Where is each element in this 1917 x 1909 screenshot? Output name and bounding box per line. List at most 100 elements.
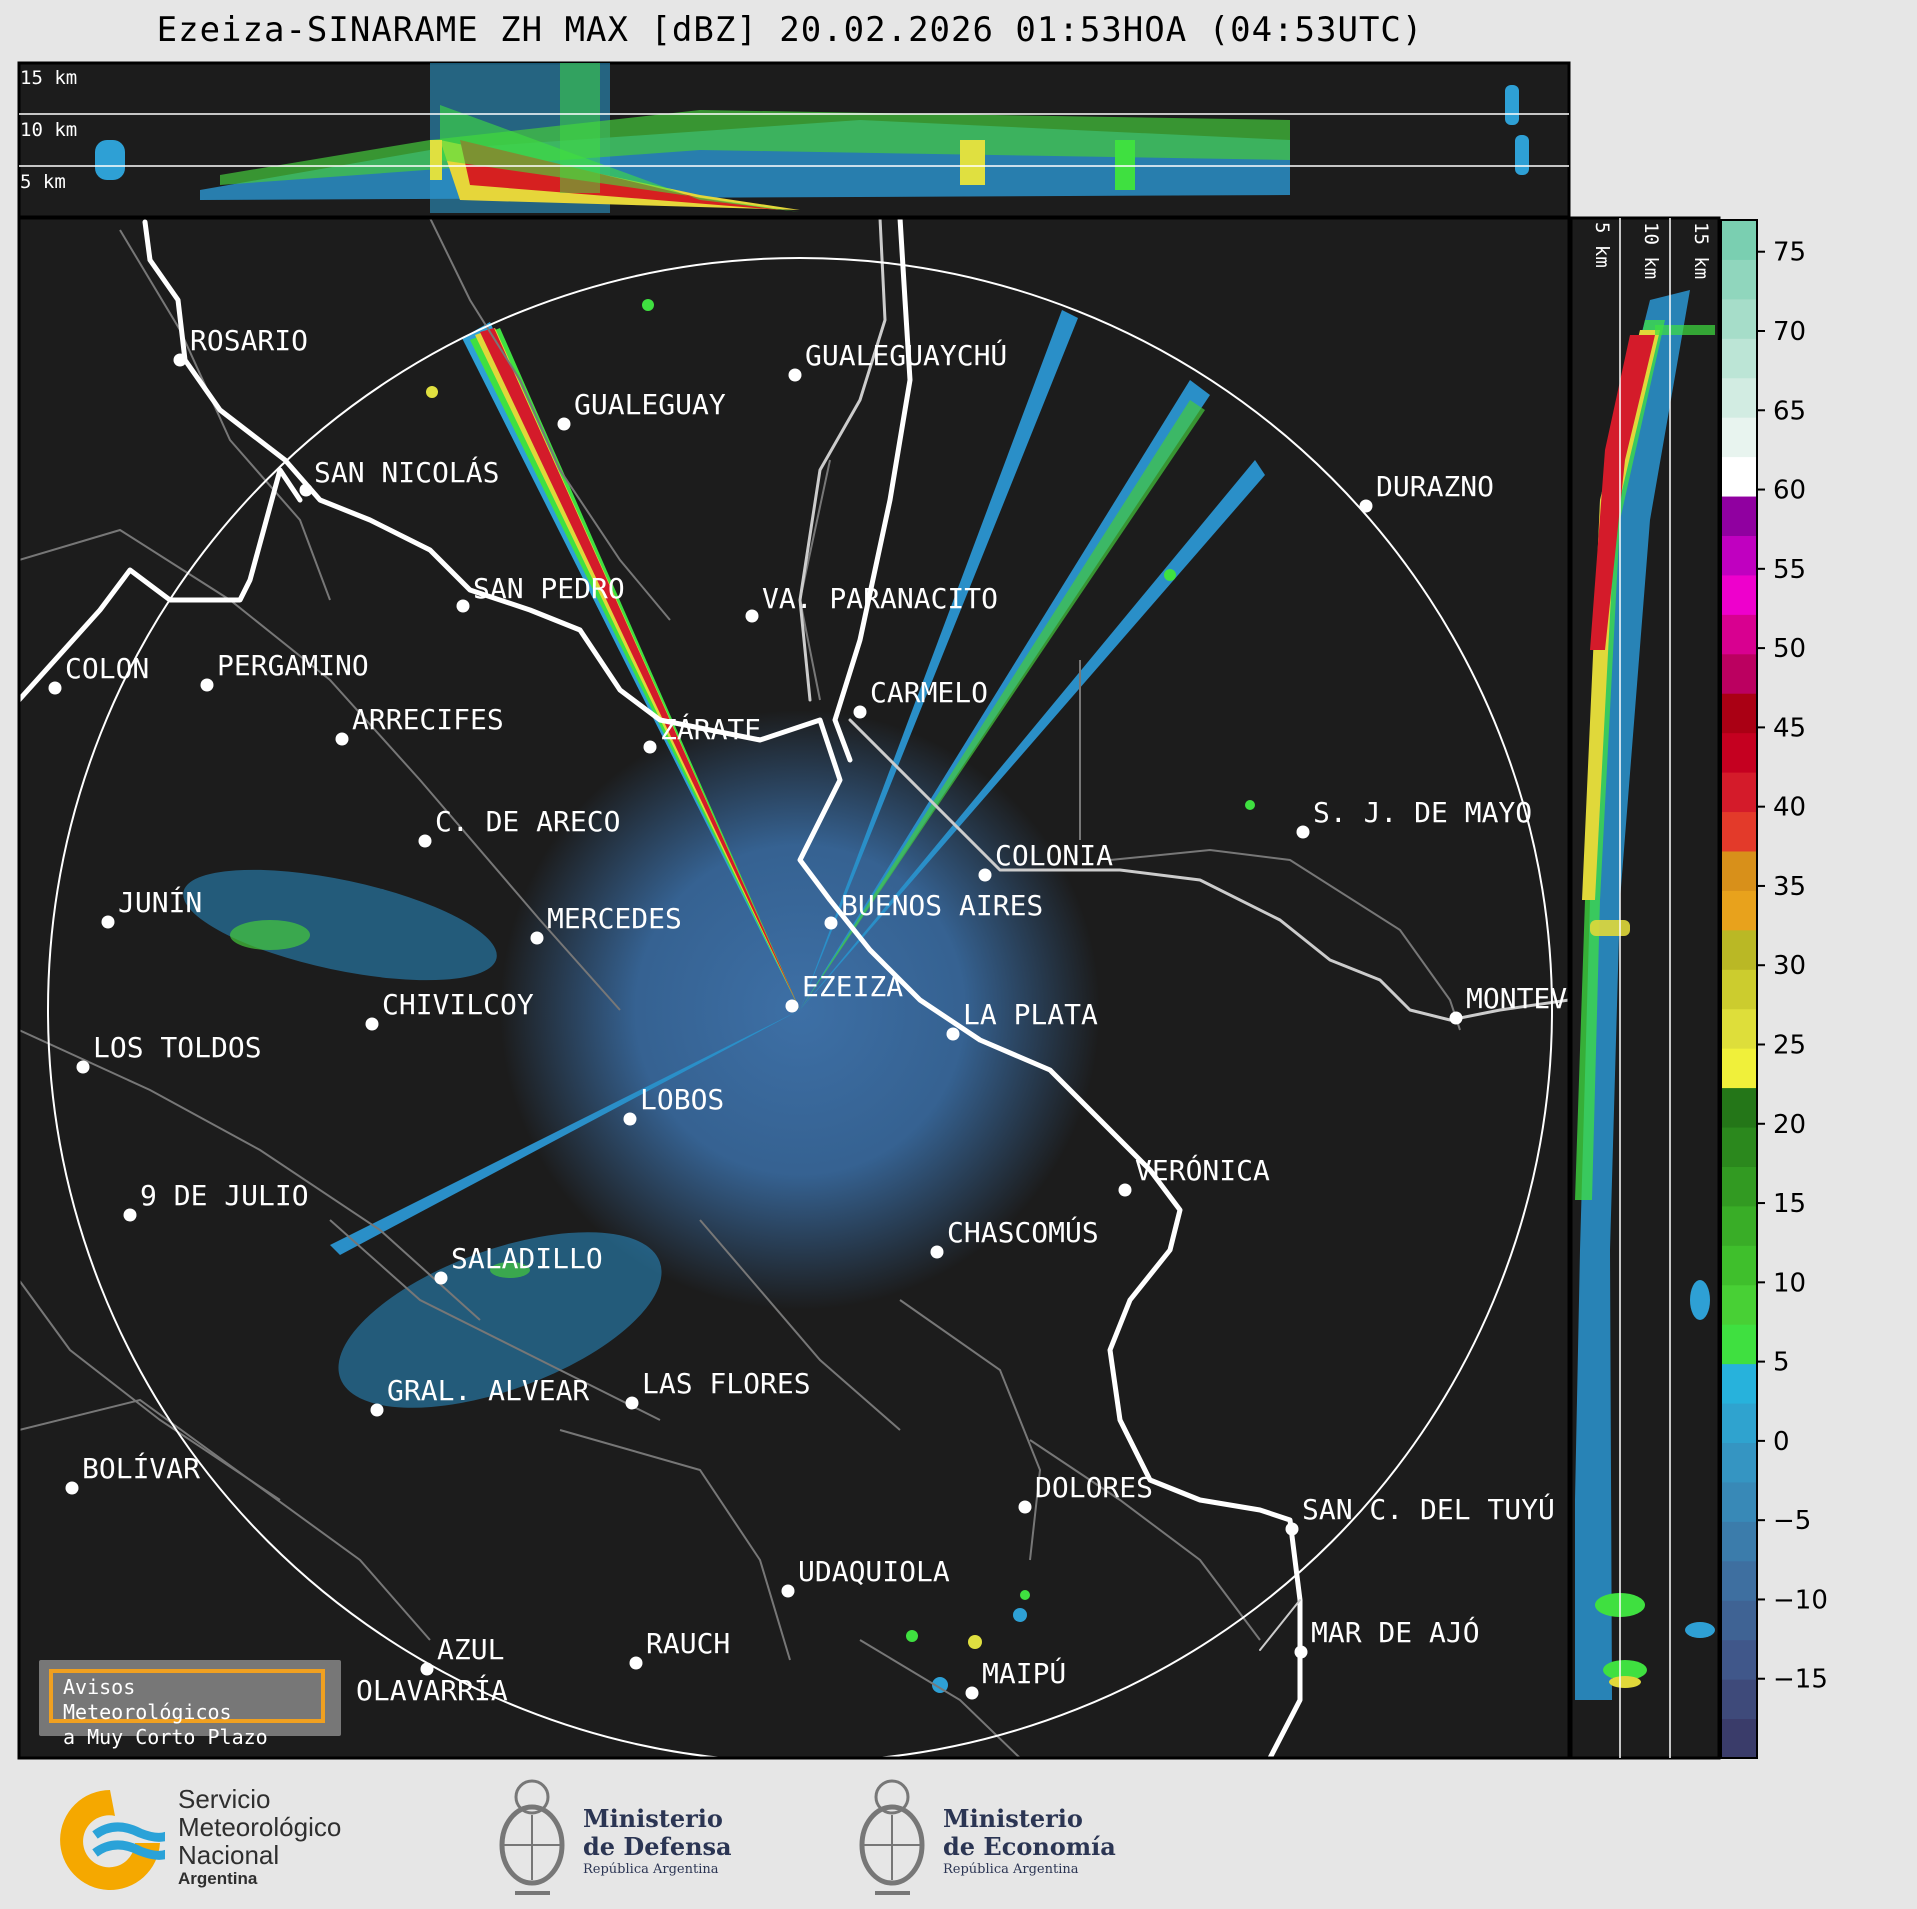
top-cross-section-panel: 15 km 10 km 5 km [17, 61, 1571, 219]
colorbar-tick-label: 30 [1773, 951, 1806, 981]
city-marker [365, 1017, 379, 1031]
colorbar-tick-label: −5 [1773, 1506, 1811, 1536]
city-chivilcoy: CHIVILCOY [365, 988, 534, 1031]
top-echo-profile [95, 63, 1529, 213]
city-label: SALADILLO [451, 1242, 603, 1275]
city-label: VERÓNICA [1135, 1153, 1270, 1187]
colorbar-tick-label: 20 [1773, 1110, 1806, 1140]
city-marker [1294, 1645, 1308, 1659]
colorbar-segment [1721, 969, 1757, 1010]
city-label: PERGAMINO [217, 649, 369, 682]
colorbar-tick-label: 60 [1773, 476, 1806, 506]
range-ring [47, 257, 1553, 1758]
smn-logo: Servicio Meteorológico Nacional Argentin… [55, 1765, 405, 1905]
colorbar-segment [1721, 1600, 1757, 1641]
city-label: MAR DE AJÓ [1311, 1615, 1480, 1649]
economia-line-2: de Economía [943, 1832, 1116, 1861]
colorbar-tick-label: 55 [1773, 555, 1806, 585]
city-9-de-julio: 9 DE JULIO [123, 1179, 309, 1222]
city-marker [434, 1271, 448, 1285]
side-label-15km: 15 km [1690, 222, 1712, 279]
city-marker [1449, 1011, 1463, 1025]
coast-river-lines [19, 218, 1569, 1758]
city-gualeguaychú: GUALEGUAYCHÚ [788, 338, 1007, 382]
city-marker [1285, 1522, 1299, 1536]
city-marker [785, 999, 799, 1013]
defensa-text: Ministerio de Defensa República Argentin… [583, 1805, 732, 1879]
map-panel: ROSARIO GUALEGUAYCHÚ GUALEGUAY SAN NICOLÁS D… [17, 216, 1571, 1760]
city-mar-de-ajó: MAR DE AJÓ [1294, 1615, 1480, 1659]
city-mercedes: MERCEDES [530, 902, 682, 945]
radar-figure: 15 km 10 km 5 km [17, 61, 1828, 1760]
colorbar-segment [1721, 811, 1757, 852]
smn-line-2: Meteorológico [178, 1812, 342, 1842]
city-va-paranacito: VA. PARANACITO [745, 582, 998, 623]
defensa-line-3: República Argentina [583, 1862, 719, 1877]
colorbar-segment [1721, 1521, 1757, 1562]
smn-emblem-icon [60, 1790, 165, 1890]
colorbar-segment [1721, 929, 1757, 970]
city-marker [65, 1481, 79, 1495]
city-azul: AZUL [420, 1633, 504, 1676]
city-bolívar: BOLÍVAR [65, 1451, 200, 1495]
map-title: Ezeiza-SINARAME ZH MAX [dBZ] 20.02.2026 … [156, 10, 1424, 50]
colorbar-tick-label: 0 [1773, 1427, 1790, 1457]
colorbar-segment [1721, 1560, 1757, 1601]
colorbar-tick-label: 70 [1773, 317, 1806, 347]
colorbar-segment [1721, 1363, 1757, 1404]
city-marker [420, 1662, 434, 1676]
colorbar-segment [1721, 338, 1757, 379]
city-label: RAUCH [646, 1627, 730, 1660]
colorbar-tick-label: 35 [1773, 872, 1806, 902]
colorbar-segment [1721, 1284, 1757, 1325]
city-label: COLONIA [995, 839, 1113, 872]
defensa-line-1: Ministerio [583, 1804, 723, 1833]
city-junín: JUNÍN [101, 885, 202, 929]
city-label: GRAL. ALVEAR [387, 1374, 589, 1407]
city-arrecifes: ARRECIFES [335, 703, 504, 746]
city-marker [930, 1245, 944, 1259]
colorbar-tick-label: 25 [1773, 1030, 1806, 1060]
city-marker [946, 1027, 960, 1041]
city-label: CARMELO [870, 676, 988, 709]
colorbar-segment [1721, 298, 1757, 339]
city-label: GUALEGUAY [574, 388, 726, 421]
colorbar-segment [1721, 377, 1757, 418]
city-rauch: RAUCH [629, 1627, 730, 1670]
colorbar-segment [1721, 417, 1757, 458]
notice-badge[interactable]: Avisos Meteorológicos a Muy Corto Plazo [39, 1660, 341, 1749]
colorbar-segment [1721, 1048, 1757, 1089]
city-la-plata: LA PLATA [946, 998, 1098, 1041]
colorbar-segment [1721, 1166, 1757, 1207]
city-marker [781, 1584, 795, 1598]
colorbar-segment [1721, 1442, 1757, 1483]
city-marker [853, 705, 867, 719]
colorbar-segment [1721, 772, 1757, 813]
boundary-lines [19, 218, 1461, 1758]
colorbar-tick-label: 10 [1773, 1268, 1806, 1298]
colorbar-segment [1721, 1324, 1757, 1365]
economia-logo: Ministerio de Economía República Argenti… [855, 1765, 1135, 1905]
colorbar-tick-label: 15 [1773, 1189, 1806, 1219]
radar-echoes [183, 299, 1265, 1693]
smn-text: Servicio Meteorológico Nacional Argentin… [178, 1785, 341, 1889]
colorbar-tick-label: 45 [1773, 713, 1806, 743]
city-label: SAN NICOLÁS [314, 455, 499, 489]
colorbar-segment [1721, 1679, 1757, 1720]
city-label: BUENOS AIRES [841, 889, 1043, 922]
city-label: EZEIZA [802, 970, 903, 1003]
city-marker [418, 834, 432, 848]
notice-line-1: Avisos Meteorológicos [63, 1675, 232, 1724]
city-zárate: ZÁRATE [643, 712, 761, 754]
city-ezeiza: EZEIZA [785, 970, 903, 1013]
economia-line-1: Ministerio [943, 1804, 1083, 1833]
colorbar-tick-label: 65 [1773, 396, 1806, 426]
side-echo-profile [1575, 290, 1715, 1700]
city-labels: ROSARIO GUALEGUAYCHÚ GUALEGUAY SAN NICOLÁS D… [48, 324, 1569, 1717]
city-marker [745, 609, 759, 623]
colorbar-segment [1721, 456, 1757, 497]
city-label: MERCEDES [547, 902, 682, 935]
city-label: DOLORES [1035, 1471, 1153, 1504]
city-label: ROSARIO [190, 324, 308, 357]
city-maipú: MAIPÚ [965, 1656, 1066, 1700]
